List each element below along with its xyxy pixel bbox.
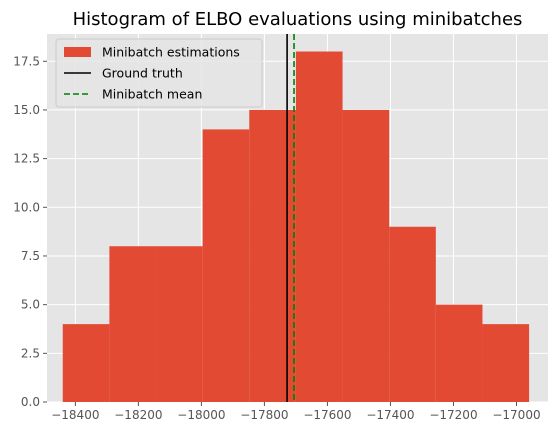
y-axis-ticks: 0.0 2.5 5.0 7.5 10.0 12.5 15.0 17.5 (13, 54, 47, 409)
legend-entry: Minibatch estimations (64, 45, 240, 60)
x-tick-label: −17400 (366, 408, 414, 422)
legend-box (55, 38, 263, 108)
histogram-bar (295, 51, 343, 403)
y-tick-label: 17.5 (13, 54, 40, 68)
histogram-bars (62, 51, 530, 403)
y-tick-label: 15.0 (13, 103, 40, 117)
x-tick-label: −18400 (51, 408, 99, 422)
histogram-bar (389, 226, 436, 402)
x-tick-label: −18200 (114, 408, 162, 422)
y-tick-label: 10.0 (13, 200, 40, 214)
histogram-bar (109, 246, 157, 402)
y-tick-label: 2.5 (21, 346, 40, 360)
y-tick-label: 7.5 (21, 249, 40, 263)
histogram-bar (342, 109, 390, 402)
reference-lines (286, 34, 295, 402)
x-tick-label: −17800 (240, 408, 288, 422)
histogram-bar (249, 109, 296, 402)
histogram-bar (202, 129, 250, 402)
legend: Minibatch estimations Ground truth Minibat… (55, 38, 263, 108)
histogram-bar (156, 246, 203, 402)
legend-label: Minibatch estimations (102, 45, 240, 60)
legend-entry: Ground truth (64, 66, 183, 81)
x-tick-label: −18000 (177, 408, 225, 422)
legend-label: Ground truth (102, 66, 183, 81)
histogram-bar (435, 304, 483, 402)
chart-title: Histogram of ELBO evaluations using mini… (73, 9, 523, 30)
x-tick-label: −17200 (429, 408, 477, 422)
x-tick-label: −17000 (492, 408, 540, 422)
legend-patch-icon (64, 47, 91, 57)
histogram-bar (62, 324, 110, 402)
legend-label: Minibatch mean (102, 87, 202, 102)
legend-entry: Minibatch mean (64, 87, 202, 102)
histogram-bar (482, 324, 530, 402)
y-tick-label: 5.0 (21, 298, 40, 312)
x-tick-label: −17600 (303, 408, 351, 422)
y-tick-label: 12.5 (13, 152, 40, 166)
x-axis-ticks: −18400 −18200 −18000 −17800 −17600 −17400 −172… (51, 402, 541, 422)
y-tick-label: 0.0 (21, 395, 40, 409)
